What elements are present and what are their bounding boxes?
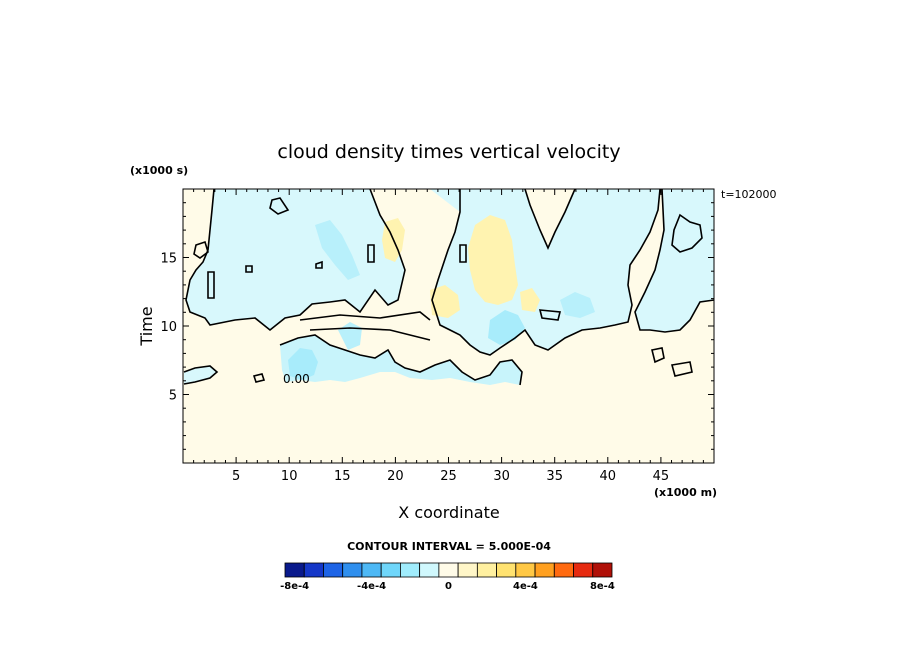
- negative-strong-patch-1: [288, 348, 318, 380]
- x-tick-label: 35: [546, 469, 563, 484]
- x-tick-label: 20: [387, 469, 404, 484]
- axis-ticks: [183, 189, 714, 463]
- contour-line: [671, 213, 703, 253]
- x-tick-label: 10: [281, 469, 298, 484]
- colorbar-swatch: [496, 562, 517, 578]
- y-tick-label: 10: [160, 320, 177, 335]
- colorbar-label: 4e-4: [513, 581, 538, 592]
- colorbar-swatch: [534, 562, 555, 578]
- colorbar-swatch: [592, 562, 613, 578]
- y-axis-label: Time: [137, 306, 156, 346]
- contour-line: [538, 309, 562, 321]
- contour-line: [193, 240, 209, 259]
- x-tick-label: 40: [600, 469, 617, 484]
- colorbar-swatch: [284, 562, 305, 578]
- colorbar-labels: -8e-4 -4e-4 0 4e-4 8e-4: [280, 581, 615, 592]
- colorbar: [284, 562, 613, 578]
- x-unit-label: (x1000 m): [654, 486, 717, 499]
- x-tick-label: 15: [334, 469, 351, 484]
- colorbar-swatch: [303, 562, 324, 578]
- x-tick-label: 45: [653, 469, 670, 484]
- y-tick-label: 15: [160, 252, 177, 267]
- colorbar-swatch: [361, 562, 382, 578]
- contour-line: [252, 373, 266, 383]
- colorbar-swatch: [419, 562, 440, 578]
- colorbar-swatch: [457, 562, 478, 578]
- colorbar-label: 0: [445, 581, 452, 592]
- colorbar-label: -8e-4: [280, 581, 309, 592]
- contour-line: [185, 188, 406, 332]
- y-unit-label: (x1000 s): [130, 164, 188, 177]
- contour-line: [245, 265, 253, 273]
- contour-line: [309, 327, 431, 341]
- colorbar-label: 8e-4: [590, 581, 615, 592]
- contour-line: [279, 334, 523, 386]
- contour-line: [183, 365, 219, 385]
- time-label: t=102000: [721, 188, 777, 201]
- x-tick-label: 25: [440, 469, 457, 484]
- contour-line: [459, 244, 467, 263]
- contour-line: [207, 271, 215, 299]
- contour-line: [299, 311, 431, 321]
- contour-line: [367, 244, 375, 263]
- colorbar-swatch: [476, 562, 497, 578]
- contour-line: [524, 188, 576, 250]
- contour-line: [431, 188, 661, 356]
- negative-strong-patch-3: [315, 220, 360, 280]
- x-tick-label: 30: [493, 469, 510, 484]
- contour-line: [670, 361, 693, 377]
- x-tick-label: 5: [232, 469, 240, 484]
- contour-line: [651, 347, 665, 364]
- contour-line: [634, 188, 715, 333]
- colorbar-swatch: [342, 562, 363, 578]
- negative-strong-patch-5: [560, 292, 595, 318]
- negative-region-left-lower: [184, 366, 217, 384]
- negative-region-upper: [183, 189, 405, 330]
- contour-interval-text: CONTOUR INTERVAL = 5.000E-04: [347, 540, 551, 553]
- colorbar-swatch: [438, 562, 459, 578]
- colorbar-swatch: [380, 562, 401, 578]
- colorbar-swatch: [515, 562, 536, 578]
- positive-region-core-3: [430, 285, 460, 318]
- colorbar-swatch: [323, 562, 344, 578]
- positive-region-core: [468, 215, 518, 305]
- colorbar-label: -4e-4: [357, 581, 386, 592]
- plot-area: [182, 188, 715, 464]
- contour-line: [315, 260, 323, 269]
- zero-contours: [183, 188, 715, 386]
- x-tick-labels: 5 10 15 20 25 30 35 40 45: [232, 469, 669, 484]
- positive-region-core-4: [520, 288, 540, 312]
- chart-title: cloud density times vertical velocity: [277, 141, 620, 163]
- y-tick-labels: 5 10 15: [160, 252, 177, 404]
- colorbar-swatch: [553, 562, 574, 578]
- negative-strong-patch-2: [488, 310, 525, 345]
- contour-value-label: 0.00: [283, 372, 310, 386]
- negative-region-right: [635, 189, 714, 332]
- y-tick-label: 5: [169, 389, 177, 404]
- colorbar-swatch: [400, 562, 421, 578]
- colorbar-swatch: [573, 562, 594, 578]
- x-axis-label: X coordinate: [398, 503, 499, 522]
- contour-line: [269, 197, 290, 215]
